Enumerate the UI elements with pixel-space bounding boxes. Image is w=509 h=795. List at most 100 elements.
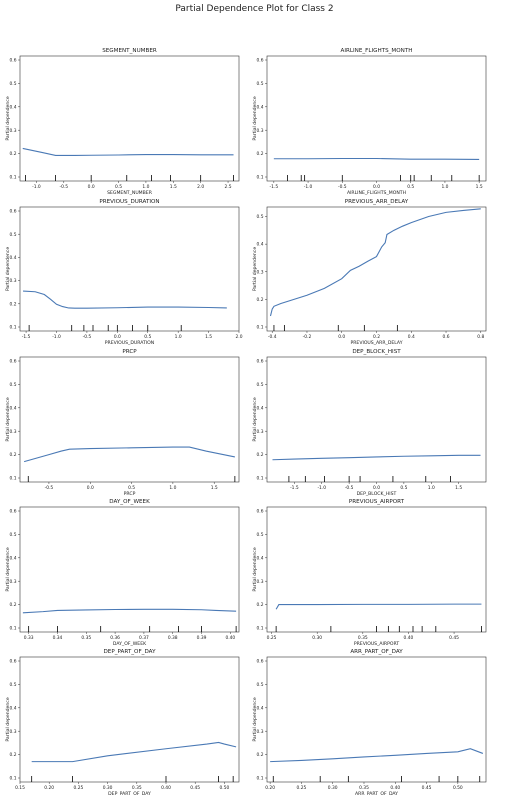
y-axis-label: Partial dependence (5, 397, 11, 441)
x-tick-label: -0.2 (303, 334, 312, 340)
x-tick-label: 0.0 (373, 485, 380, 491)
y-tick-label: 0.4 (10, 555, 17, 561)
x-tick-label: 0.30 (312, 635, 322, 641)
x-tick-label: 0.40 (390, 785, 400, 791)
subplot-title: PREVIOUS_AIRPORT (349, 499, 405, 505)
x-axis-label: PREVIOUS_DURATION (105, 340, 154, 346)
x-tick-label: 1.5 (211, 485, 218, 491)
subplot-title: PREVIOUS_ARR_DELAY (345, 199, 409, 205)
y-axis-label: Partial dependence (5, 96, 11, 140)
y-tick-label: 0.2 (257, 452, 264, 458)
y-tick-label: 0.6 (10, 359, 17, 365)
y-tick-label: 0.4 (257, 555, 264, 561)
x-tick-label: 1.0 (175, 334, 182, 340)
x-tick-label: 0.35 (359, 785, 369, 791)
y-tick-label: 0.1 (257, 325, 264, 331)
subplot-title: DEP_PART_OF_DAY (104, 649, 157, 655)
y-tick-label: 0.1 (257, 476, 264, 482)
subplot-previous-arr-delay: PREVIOUS_ARR_DELAY PREVIOUS_ARR_DELAY Part… (252, 199, 487, 346)
y-tick-label: 0.4 (10, 104, 17, 110)
y-tick-label: 0.4 (10, 705, 17, 711)
axes-frame (266, 356, 487, 483)
x-tick-label: 0.30 (328, 785, 338, 791)
pd-line (275, 603, 482, 610)
pd-line (270, 748, 484, 763)
y-tick-label: 0.5 (10, 81, 17, 87)
x-axis-label: ARR_PART_OF_DAY (355, 791, 398, 795)
y-tick-label: 0.2 (10, 752, 17, 758)
y-tick-label: 0.4 (257, 705, 264, 711)
subplot-arr-part-of-day: ARR_PART_OF_DAY ARR_PART_OF_DAY Partial de… (252, 649, 487, 795)
x-axis-label: PREVIOUS_ARR_DELAY (350, 340, 402, 346)
x-tick-label: 0.50 (453, 785, 463, 791)
x-tick-label: -1.0 (317, 485, 326, 491)
subplot-title: ARR_PART_OF_DAY (350, 649, 403, 655)
axes-frame (19, 656, 240, 783)
axes-frame (266, 206, 487, 332)
x-tick-label: 0.45 (190, 785, 200, 791)
y-tick-label: 0.1 (10, 776, 17, 782)
y-tick-label: 0.5 (10, 532, 17, 538)
x-tick-label: 1.5 (205, 334, 212, 340)
y-axis-label: Partial dependence (252, 547, 258, 591)
x-tick-label: 0.35 (358, 635, 368, 641)
y-tick-label: 0.3 (257, 429, 264, 435)
subplot-title: DEP_BLOCK_HIST (352, 349, 401, 355)
subplot-previous-duration: PREVIOUS_DURATION PREVIOUS_DURATION Partia… (5, 199, 243, 346)
x-tick-label: 1.0 (169, 485, 176, 491)
x-tick-label: -0.5 (345, 485, 354, 491)
axes-frame (19, 506, 240, 633)
y-axis-label: Partial dependence (5, 547, 11, 591)
x-axis-label: PRCP (124, 491, 136, 497)
y-tick-label: 0.2 (10, 452, 17, 458)
x-axis-label: DEP_PART_OF_DAY (108, 791, 151, 795)
pd-line (22, 608, 237, 614)
y-tick-label: 0.5 (257, 532, 264, 538)
x-tick-label: 0.4 (408, 334, 415, 340)
x-tick-label: 0.8 (477, 334, 484, 340)
x-axis-label: SEGMENT_NUMBER (107, 190, 153, 196)
x-tick-label: 0.5 (128, 485, 135, 491)
x-tick-label: 0.37 (139, 635, 149, 641)
x-tick-label: 0.25 (267, 635, 277, 641)
axes-frame (266, 55, 487, 182)
x-tick-label: 0.40 (161, 785, 171, 791)
y-tick-label: 0.3 (257, 128, 264, 134)
x-tick-label: 0.35 (132, 785, 142, 791)
x-tick-label: 0.25 (74, 785, 84, 791)
subplot-prcp: PRCP PRCP Partial dependence 0.1 0.2 0.3 0.4 0.… (5, 349, 240, 497)
x-tick-label: -1.0 (304, 184, 313, 190)
y-tick-label: 0.1 (257, 776, 264, 782)
subplot-title: AIRLINE_FLIGHTS_MONTH (341, 48, 413, 54)
y-tick-label: 0.3 (10, 128, 17, 134)
x-tick-label: 0.30 (103, 785, 113, 791)
y-tick-label: 0.5 (257, 81, 264, 87)
pd-line (23, 290, 227, 309)
y-axis-label: Partial dependence (252, 697, 258, 741)
x-tick-label: -0.5 (45, 485, 54, 491)
y-tick-label: 0.1 (10, 325, 17, 331)
y-axis-label: Partial dependence (5, 697, 11, 741)
x-tick-label: 1.0 (142, 184, 149, 190)
x-tick-label: 0.5 (115, 184, 122, 190)
x-tick-label: 0.0 (88, 184, 95, 190)
y-tick-label: 0.2 (10, 602, 17, 608)
y-tick-label: 0.5 (10, 682, 17, 688)
y-tick-label: 0.6 (10, 509, 17, 515)
x-axis-label: PREVIOUS_AIRPORT (354, 641, 399, 647)
x-tick-label: 0.40 (404, 635, 414, 641)
y-axis-label: Partial dependence (252, 247, 258, 291)
axes-frame (19, 206, 240, 332)
x-tick-label: 0.0 (87, 485, 94, 491)
pd-line (31, 741, 237, 763)
y-tick-label: 0.6 (10, 58, 17, 64)
y-tick-label: 0.5 (10, 232, 17, 238)
x-tick-label: 2.5 (225, 184, 232, 190)
x-tick-label: 0.34 (53, 635, 63, 641)
y-tick-label: 0.4 (257, 405, 264, 411)
y-tick-label: 0.1 (10, 626, 17, 632)
x-tick-label: 0.50 (220, 785, 230, 791)
y-tick-label: 0.3 (257, 269, 264, 275)
y-tick-label: 0.4 (10, 255, 17, 261)
